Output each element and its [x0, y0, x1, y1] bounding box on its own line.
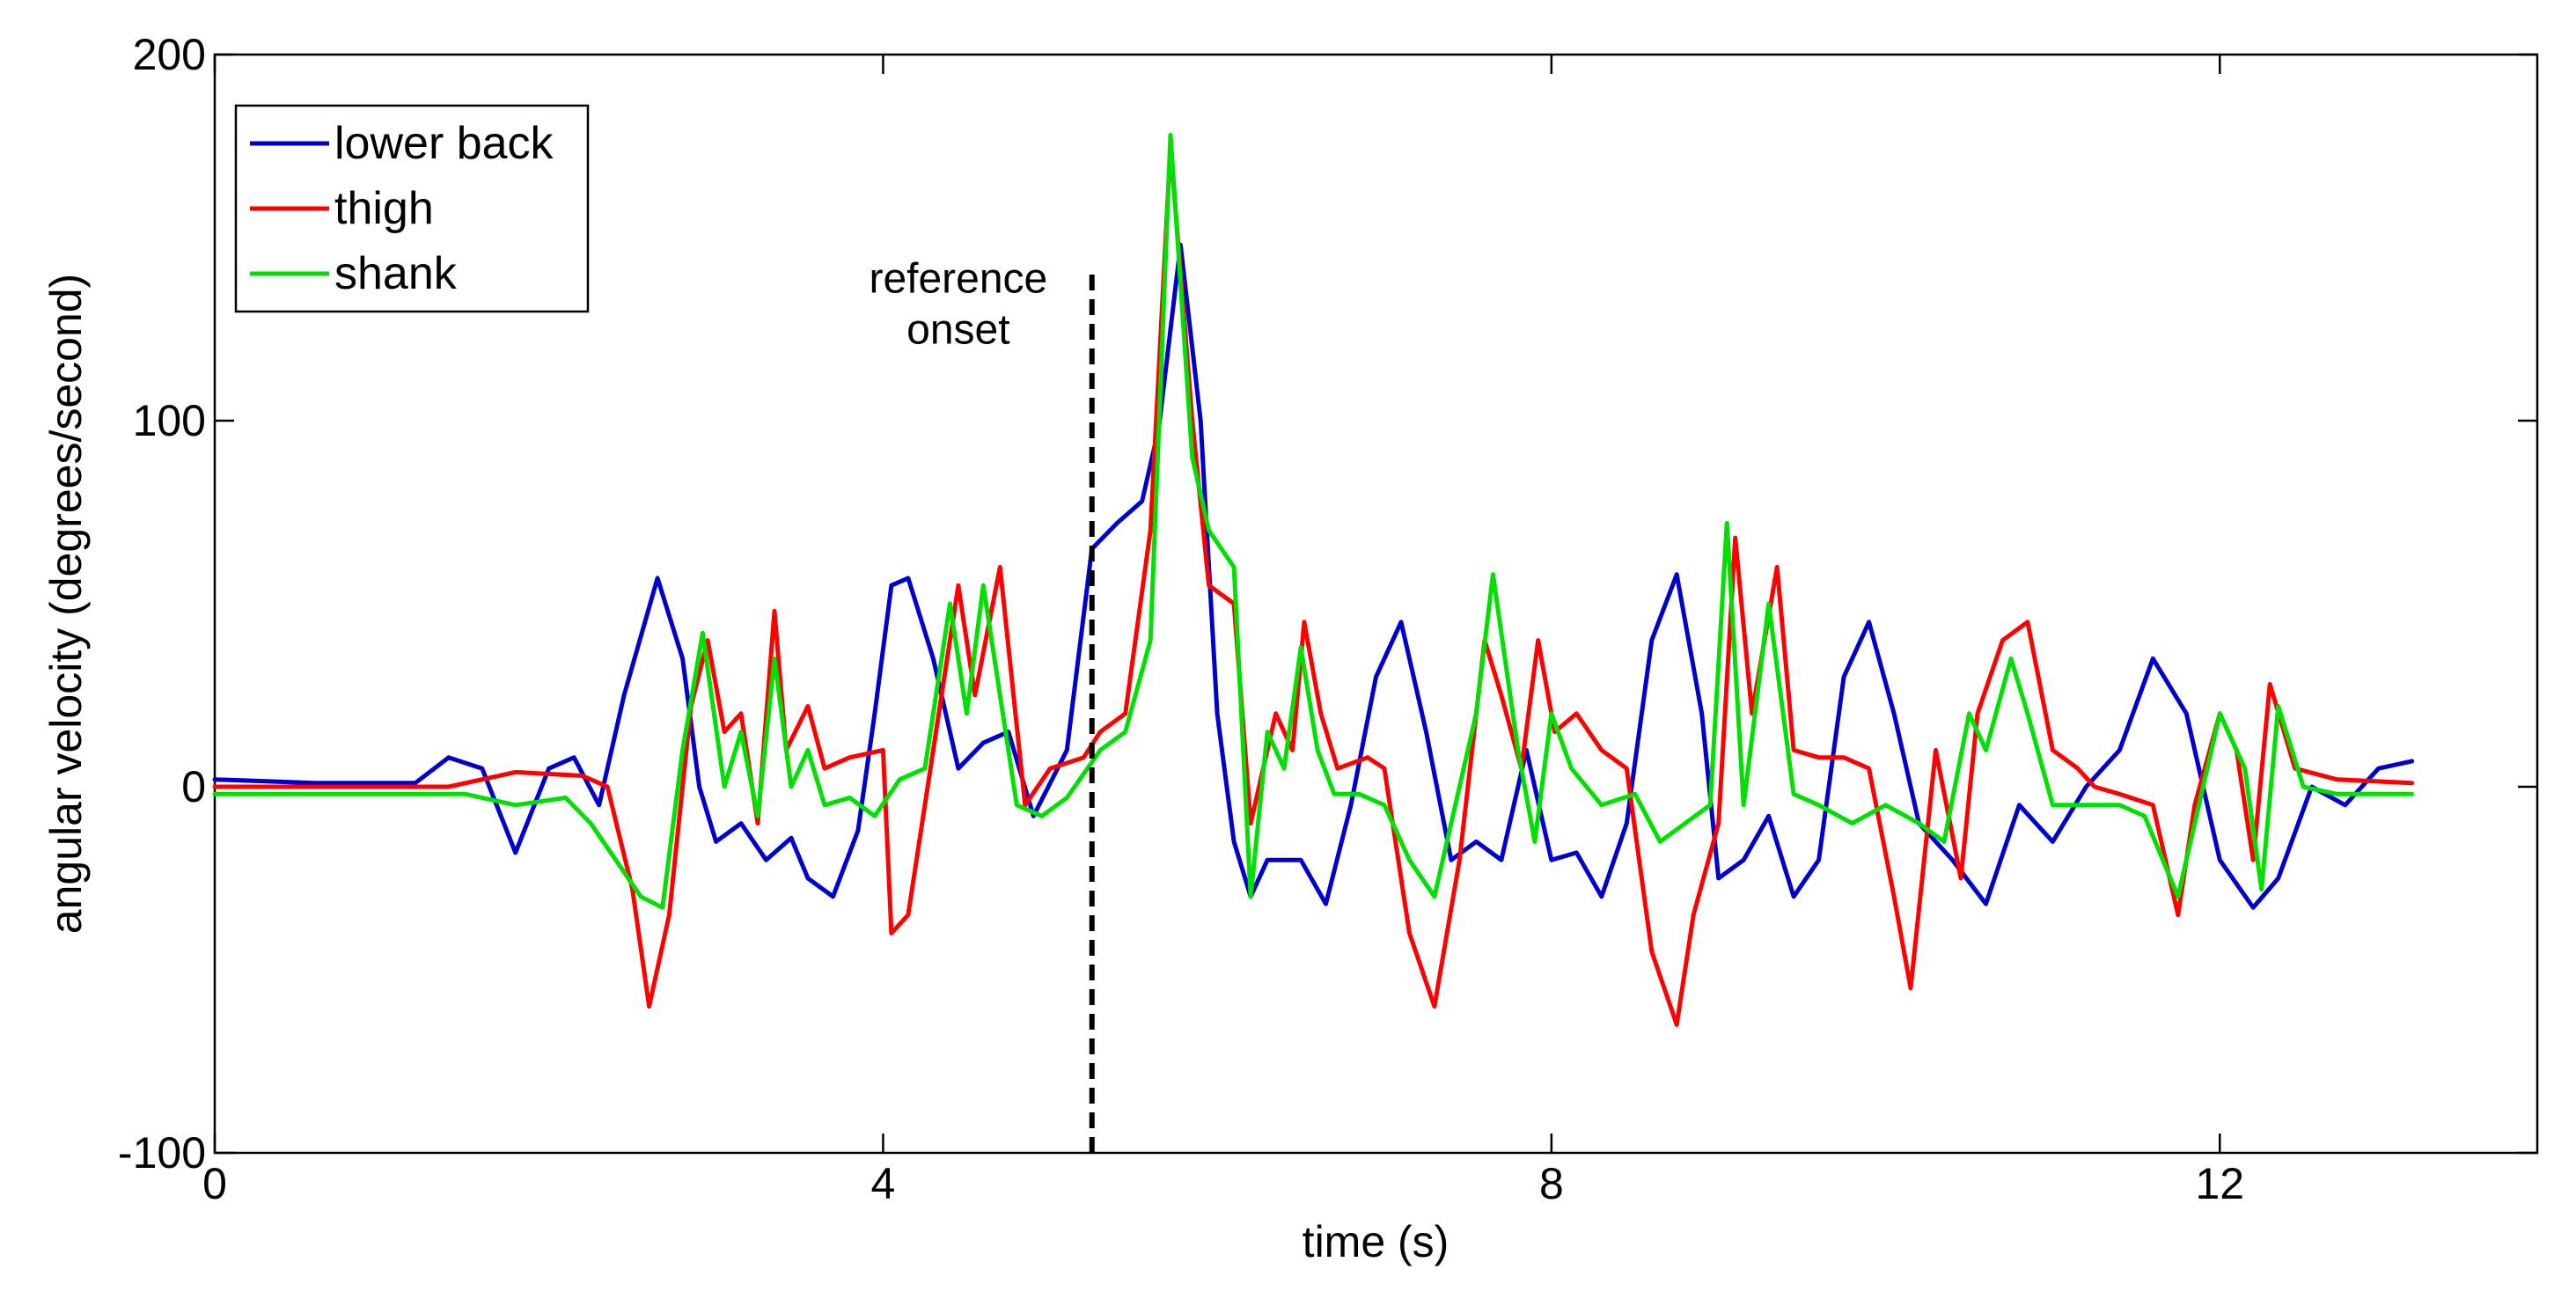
- x-tick-label: 12: [2195, 1159, 2244, 1208]
- y-tick-label: 200: [133, 30, 206, 79]
- y-axis-label: angular velocity (degrees/second): [41, 274, 91, 934]
- plot-area-frame: [213, 53, 2539, 1155]
- series-line-thigh: [212, 143, 2415, 1027]
- y-tick-label: 100: [133, 396, 206, 445]
- legend-label-lower-back: lower back: [334, 118, 554, 169]
- x-tick-label: 0: [202, 1159, 227, 1208]
- annotations: reference onset: [869, 255, 1095, 1153]
- legend-label-shank: shank: [334, 248, 458, 299]
- reference-onset-annotation: reference onset: [869, 255, 1047, 353]
- series-line-lower-back: [212, 242, 2415, 910]
- series-lines: [212, 133, 2415, 1027]
- legend-label-thigh: thigh: [334, 183, 434, 234]
- y-tick-label: 0: [181, 762, 206, 811]
- reference-onset-annotation-line: onset: [906, 306, 1009, 353]
- x-axis-label: time (s): [1303, 1217, 1449, 1266]
- x-tick-label: 4: [871, 1159, 896, 1208]
- reference-onset-annotation-line: reference: [869, 255, 1047, 302]
- legend: lower back thigh shank: [234, 104, 590, 313]
- series-line-shank: [212, 133, 2415, 910]
- x-tick-label: 8: [1539, 1159, 1564, 1208]
- y-tick-label: -100: [118, 1128, 206, 1178]
